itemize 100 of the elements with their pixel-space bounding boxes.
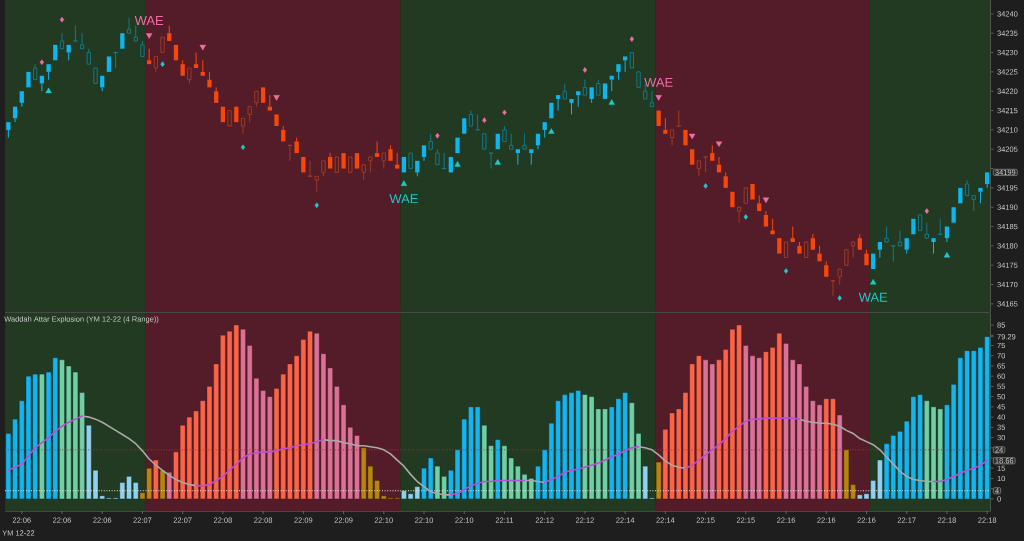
candlestick [79,32,85,50]
candlestick [616,64,621,81]
candlestick [857,233,862,250]
candlestick [569,98,574,115]
candlestick [971,195,976,212]
candlestick [260,87,266,103]
candlestick [26,71,31,88]
candlestick [958,187,963,204]
point [435,132,440,139]
candlestick [924,222,929,239]
candlestick [696,160,702,177]
point [837,295,842,301]
point [314,202,319,209]
candlestick [455,137,460,154]
candlestick [448,156,453,173]
candlestick [562,83,567,100]
candlestick [649,90,655,108]
candlestick [897,229,903,247]
point [39,59,45,66]
data-label: WAE [389,194,418,204]
candlestick [656,110,661,127]
candlestick [482,133,487,150]
candlestick [978,187,983,204]
candlestick [702,156,709,173]
point [943,251,951,258]
candlestick [582,79,588,96]
candlestick [368,156,373,173]
candlestick [468,110,474,127]
candlestick [93,67,98,84]
candlestick [736,206,742,224]
candlestick [609,75,614,92]
candlestick [824,260,829,277]
candlestick [274,114,279,127]
candlestick [348,156,353,173]
point [59,16,65,23]
point [689,133,696,140]
point [655,95,662,101]
candlestick [844,249,849,266]
candlestick [401,156,407,173]
candlestick [200,59,205,76]
candlestick [173,44,179,61]
candlestick [817,245,822,262]
candlestick [710,144,715,161]
candlestick [515,149,521,166]
candlestick [763,210,769,227]
candlestick [408,152,413,170]
point [45,87,52,94]
data-label: WAE [644,77,673,87]
data-label: WAE [134,16,164,25]
point [160,61,165,67]
candlestick [106,56,112,72]
candlestick [267,94,272,111]
candlestick [777,238,782,254]
candlestick [602,83,608,99]
candlestick [890,245,897,262]
candlestick [964,179,970,197]
point [454,161,461,167]
point [629,36,634,42]
candlestick [220,106,226,123]
candlestick [488,152,494,170]
candlestick [126,17,132,34]
point [400,180,408,186]
candlestick [542,122,547,139]
candlestick [555,95,561,112]
candlestick [589,87,594,104]
point [582,67,588,73]
candlestick [160,36,165,54]
candlestick [6,122,11,139]
point [924,208,929,214]
point [482,117,487,124]
candlestick [153,55,159,73]
candlestick [683,129,688,146]
candlestick [529,149,534,166]
candlestick [388,144,393,161]
candlestick [72,25,79,42]
point [608,99,615,105]
candlestick [622,56,628,73]
candlestick [240,117,246,135]
candlestick [462,118,467,134]
candlestick [314,175,319,193]
candlestick [374,140,380,157]
candlestick [227,110,232,127]
candlestick [254,90,259,108]
candlestick [675,110,682,127]
candlestick [723,171,728,188]
candlestick [783,241,789,258]
candlestick [214,86,219,103]
candlestick [381,152,386,170]
candlestick [951,207,956,223]
data-label: WAE [858,292,888,302]
candlestick [730,191,735,208]
candlestick [46,64,51,81]
point [199,44,206,51]
candlestick [234,106,239,123]
candlestick [750,184,755,200]
candlestick [549,102,554,119]
point [273,95,280,101]
point [870,279,877,285]
candlestick [770,218,775,235]
candlestick [522,133,527,150]
